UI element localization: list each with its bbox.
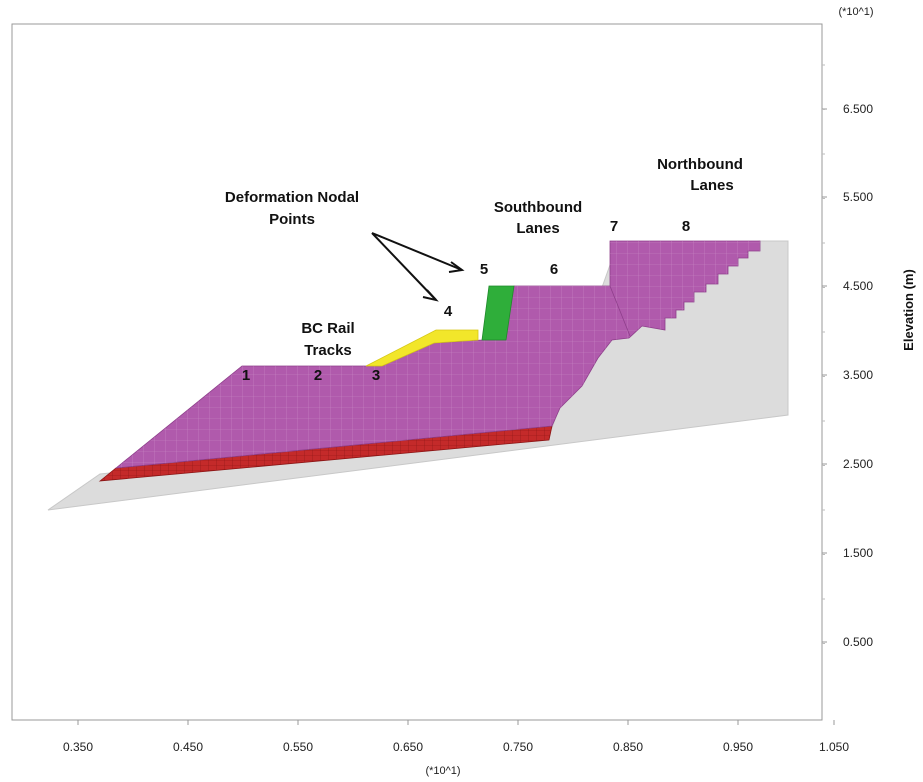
- nodal-arrows: [371, 232, 465, 302]
- bc-rail-label-line2: Tracks: [304, 342, 352, 359]
- y-axis-title: Elevation (m): [901, 269, 916, 351]
- nodal-point-1: 1: [242, 367, 250, 384]
- x-tick-label: 1.050: [819, 740, 849, 754]
- southbound-label-line1: Southbound: [494, 199, 582, 216]
- bc-rail-label-line1: BC Rail: [301, 320, 354, 337]
- deformation-label-line2: Points: [269, 211, 315, 228]
- green-drain: [481, 285, 515, 341]
- y-axis-multiplier: (*10^1): [838, 6, 873, 18]
- northbound-label-line2: Lanes: [690, 177, 733, 194]
- nodal-point-5: 5: [480, 261, 488, 278]
- y-tick-label: 6.500: [843, 102, 873, 116]
- nodal-point-7: 7: [610, 218, 618, 235]
- y-tick-label: 1.500: [843, 546, 873, 560]
- x-axis-multiplier: (*10^1): [425, 765, 460, 777]
- deformation-label-line1: Deformation Nodal: [225, 189, 359, 206]
- nodal-point-6: 6: [550, 261, 558, 278]
- x-axis-ticks: 0.350 0.450 0.550 0.650 0.750 0.850 0.950 1.050: [63, 720, 849, 754]
- y-tick-label: 5.500: [843, 190, 873, 204]
- y-tick-label: 4.500: [843, 279, 873, 293]
- nodal-point-3: 3: [372, 367, 380, 384]
- y-axis-ticks: 6.500 5.500 4.500 3.500 2.500 1.500 0.500: [822, 64, 873, 649]
- y-tick-label: 3.500: [843, 368, 873, 382]
- x-tick-label: 0.750: [503, 740, 533, 754]
- x-tick-label: 0.450: [173, 740, 203, 754]
- x-tick-label: 0.950: [723, 740, 753, 754]
- rail-ballast: [365, 329, 479, 367]
- nodal-point-2: 2: [314, 367, 322, 384]
- x-tick-label: 0.350: [63, 740, 93, 754]
- y-tick-label: 0.500: [843, 635, 873, 649]
- x-tick-label: 0.850: [613, 740, 643, 754]
- x-tick-label: 0.550: [283, 740, 313, 754]
- y-tick-label: 2.500: [843, 457, 873, 471]
- nodal-point-4: 4: [444, 303, 453, 320]
- southbound-label-line2: Lanes: [516, 220, 559, 237]
- nodal-point-8: 8: [682, 218, 690, 235]
- x-tick-label: 0.650: [393, 740, 423, 754]
- nodal-point-labels: 1 2 3 4 5 6 7 8: [242, 218, 690, 384]
- northbound-label-line1: Northbound: [657, 156, 743, 173]
